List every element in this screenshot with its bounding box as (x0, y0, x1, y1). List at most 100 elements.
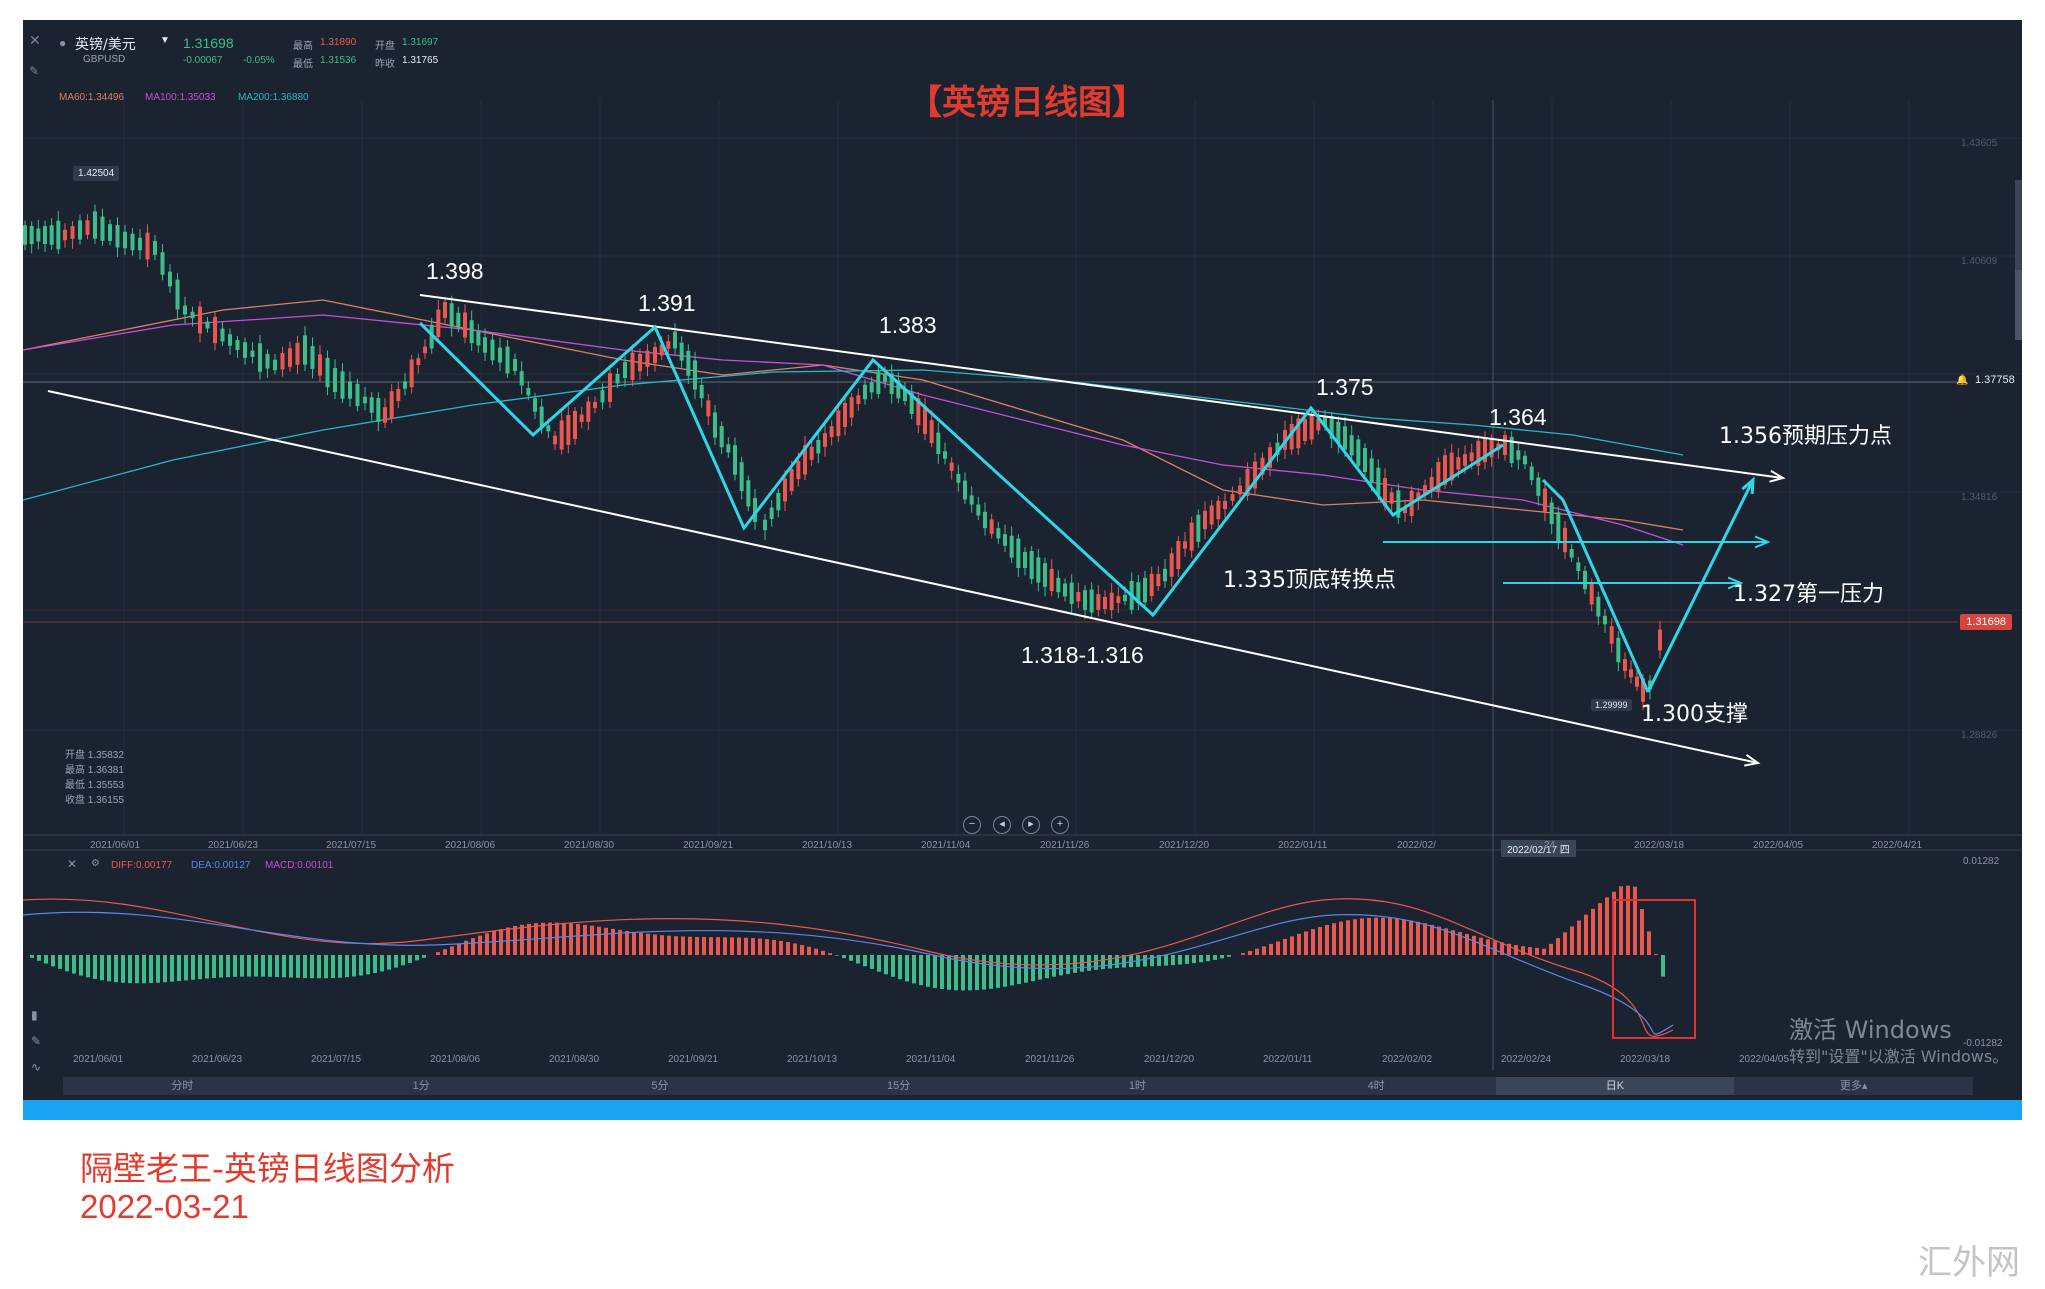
close-icon[interactable]: ✕ (29, 32, 41, 48)
candle (108, 224, 112, 241)
candle (586, 401, 591, 422)
macd-bar (156, 955, 160, 983)
date-tick: 2021/08/06 (445, 840, 496, 851)
macd-bar (1563, 932, 1567, 955)
macd-bar (86, 955, 90, 978)
macd-bar (1416, 921, 1420, 955)
macd-bar (1304, 931, 1308, 955)
zoom-in-button[interactable]: + (1051, 816, 1069, 834)
candle (160, 252, 165, 275)
candlestick-chart[interactable] (23, 20, 2022, 1120)
candle (325, 357, 330, 388)
candle (863, 384, 867, 400)
macd-bar (947, 955, 951, 990)
macd-bar (1577, 920, 1581, 955)
macd-bar (548, 922, 552, 955)
next-button[interactable]: ▸ (1022, 816, 1040, 834)
gear-icon[interactable]: ⚙ (91, 858, 100, 869)
timeframe-tab[interactable]: 1时 (1128, 1080, 1146, 1092)
macd-date-tick: 2021/06/01 (73, 1054, 124, 1065)
candle (29, 225, 34, 245)
candle (809, 446, 814, 460)
candle (1641, 678, 1645, 702)
close-icon[interactable]: ✕ (67, 857, 78, 871)
candle (1509, 436, 1514, 464)
upper-trend-line (419, 294, 1784, 479)
candle (310, 346, 315, 369)
macd-date-tick: 2021/06/23 (192, 1054, 243, 1065)
macd-bar (1472, 935, 1476, 955)
timeframe-tab[interactable]: 15分 (887, 1080, 911, 1092)
macd-bar (373, 955, 377, 974)
candle (1009, 535, 1014, 558)
timeframe-tab[interactable]: 1分 (412, 1080, 430, 1092)
indicator-icon[interactable]: ∿ (31, 1060, 42, 1074)
candle (969, 495, 974, 505)
bell-icon[interactable]: 🔔 (1956, 375, 1969, 386)
candle (1260, 457, 1265, 475)
candle (645, 350, 650, 367)
candle (469, 320, 474, 344)
candle (403, 381, 407, 389)
macd-bar (849, 955, 853, 961)
candle (608, 373, 612, 402)
timeframe-tab[interactable]: 更多▴ (1839, 1080, 1868, 1092)
candle (733, 445, 737, 475)
macd-bar (1367, 917, 1371, 955)
candle (783, 478, 787, 502)
scroll-handle[interactable] (2015, 180, 2022, 270)
macd-bar (660, 935, 664, 955)
macd-bar (1423, 923, 1427, 955)
macd-bar (856, 955, 860, 964)
annotation-1335: 1.335顶底转换点 (1223, 568, 1396, 593)
symbol-name[interactable]: 英镑/美元 (75, 37, 136, 53)
footer-date: 2022-03-21 (80, 1188, 249, 1225)
macd-bar (338, 955, 342, 978)
candle (1569, 549, 1574, 558)
macd-bar (359, 955, 363, 976)
candle (963, 480, 967, 500)
macd-bar (1479, 937, 1483, 955)
candle (250, 350, 255, 357)
candle (1056, 577, 1061, 593)
pin-icon[interactable]: ✎ (29, 64, 40, 78)
macd-bar (149, 955, 153, 984)
macd-bar (590, 925, 594, 955)
macd-date-tick: 2021/10/13 (787, 1054, 838, 1065)
candle (389, 391, 394, 419)
candle (1049, 568, 1054, 592)
candle (288, 348, 292, 367)
candle (1556, 512, 1561, 542)
ohlc-close: 收盘 1.36155 (65, 795, 124, 806)
candle (706, 400, 711, 417)
scroll-handle[interactable] (2015, 270, 2022, 340)
candle (1363, 447, 1367, 473)
candle (1089, 589, 1094, 613)
candle (686, 350, 691, 376)
timeframe-tabs: 分时 1分 5分 15分 1时 4时 日K 更多▴ (63, 1077, 1973, 1095)
candle (996, 528, 1001, 539)
timeframe-tab[interactable]: 5分 (651, 1080, 669, 1092)
macd-bar (646, 933, 650, 955)
macd-bar (842, 955, 846, 959)
windows-activation-title: 激活 Windows (1789, 1016, 1952, 1044)
bar-chart-icon[interactable]: ▮ (31, 1008, 38, 1022)
candle (789, 469, 794, 491)
candle (1063, 583, 1067, 597)
timeframe-tab[interactable]: 分时 (171, 1080, 194, 1092)
macd-bar (457, 943, 461, 955)
macd-bar (1451, 930, 1455, 955)
candle (876, 371, 881, 394)
zoom-out-button[interactable]: − (963, 816, 981, 834)
macd-bar (1605, 897, 1609, 955)
timeframe-tab[interactable]: 日K (1495, 1077, 1735, 1095)
timeframe-tab[interactable]: 4时 (1367, 1080, 1385, 1092)
chevron-down-icon[interactable]: ▼ (160, 35, 170, 46)
macd-bar (1010, 955, 1014, 986)
prev-button[interactable]: ◂ (993, 816, 1011, 834)
candle (989, 519, 994, 534)
candle (243, 342, 247, 358)
pen-icon[interactable]: ✎ (31, 1034, 42, 1048)
candle (1289, 423, 1294, 450)
macd-bar (1633, 886, 1637, 955)
